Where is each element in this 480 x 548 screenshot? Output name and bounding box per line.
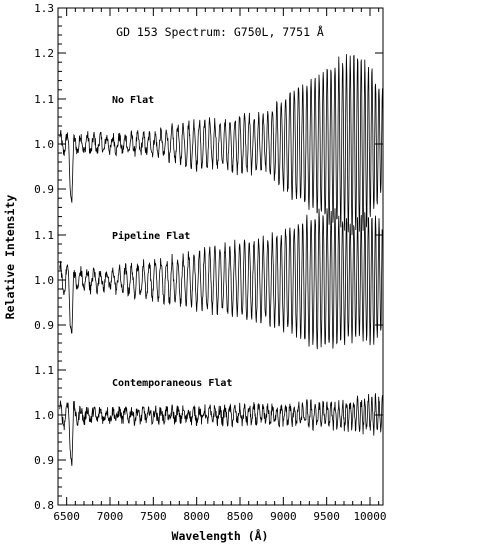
x-tick-label: 6500: [53, 510, 80, 523]
x-tick-label: 8500: [227, 510, 254, 523]
plot-frame: [57, 7, 384, 506]
y-tick-label: 1.1: [34, 93, 54, 106]
y-tick-label: 1.2: [34, 47, 54, 60]
annotation-contemporaneous-flat: Contemporaneous Flat: [112, 378, 232, 389]
y-tick-label: 1.0: [34, 138, 54, 151]
series-line-1: [59, 54, 384, 236]
x-tick-label: 7500: [140, 510, 167, 523]
y-tick-label: 0.9: [34, 183, 54, 196]
x-tick-label: 9000: [270, 510, 297, 523]
y-axis-label: Relative Intensity: [3, 195, 17, 320]
series-line-2: [59, 208, 384, 350]
x-tick-label: 10000: [353, 510, 386, 523]
y-tick-label: 1.0: [34, 409, 54, 422]
y-tick-label: 1.3: [34, 2, 54, 15]
y-tick-label: 0.9: [34, 454, 54, 467]
x-tick-label: 8000: [183, 510, 210, 523]
x-tick-label: 7000: [97, 510, 124, 523]
x-tick-label: 9500: [313, 510, 340, 523]
y-tick-label: 0.9: [34, 319, 54, 332]
y-tick-label: 1.0: [34, 274, 54, 287]
axis-tick-labels: 0.8 0.9 1.0 1.1 0.9 1.0 1.1 0.9 1.0 1.1 1.2 1.3 6500…: [34, 2, 386, 523]
x-axis-label: Wavelength (Å): [172, 528, 269, 543]
y-tick-label: 0.8: [34, 499, 54, 512]
annotation-no-flat: No Flat: [112, 95, 154, 106]
chart-title: GD 153 Spectrum: G750L, 7751 Å: [116, 24, 324, 39]
annotation-pipeline-flat: Pipeline Flat: [112, 230, 190, 242]
series-line-3: [59, 393, 384, 466]
y-tick-label: 1.1: [34, 229, 54, 242]
y-tick-label: 1.1: [34, 364, 54, 377]
series-lines: [59, 54, 384, 466]
